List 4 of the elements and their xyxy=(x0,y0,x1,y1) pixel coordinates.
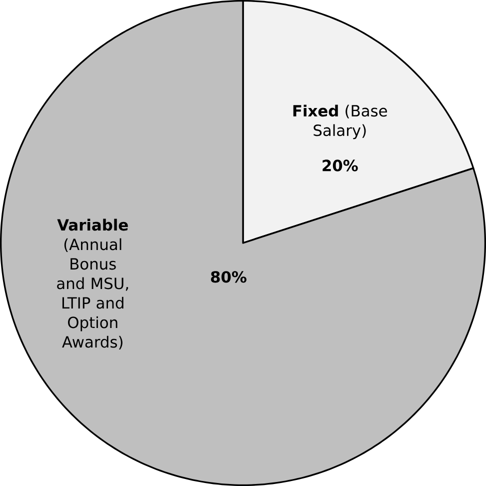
slice-label: Variable (Annual Bonus and MSU, LTIP and Option Awards) xyxy=(57,218,128,350)
slice-label: Fixed (Base Salary) xyxy=(293,104,387,140)
data-label: 80% xyxy=(210,271,246,283)
data-label: 20% xyxy=(322,160,358,172)
